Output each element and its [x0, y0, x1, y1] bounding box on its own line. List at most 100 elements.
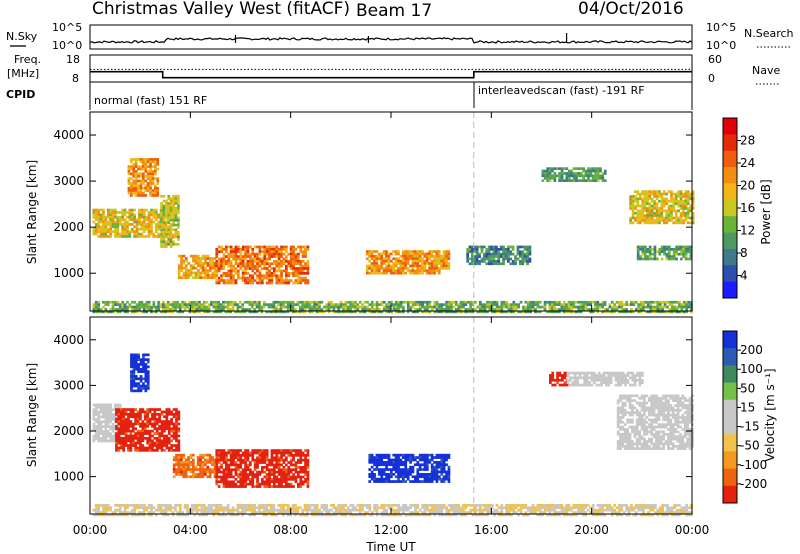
- power-cell: [255, 303, 259, 306]
- velocity-cell: [183, 504, 187, 507]
- power-cell: [636, 257, 640, 261]
- velocity-cell: [177, 417, 181, 421]
- power-cell: [238, 310, 242, 314]
- power-cell: [130, 310, 134, 314]
- power-cell: [94, 310, 98, 314]
- power-cell: [275, 276, 279, 280]
- power-cell: [197, 271, 200, 275]
- power-cell: [641, 199, 644, 203]
- velocity-cell: [280, 473, 283, 476]
- power-cell: [510, 305, 513, 309]
- velocity-cell: [287, 473, 291, 476]
- power-cell: [104, 235, 108, 238]
- power-cell: [418, 252, 422, 256]
- velocity-cell: [142, 384, 145, 388]
- power-cell: [165, 209, 168, 212]
- power-cell: [286, 310, 290, 314]
- velocity-cell: [129, 437, 133, 440]
- power-cell: [531, 300, 535, 304]
- power-cell: [249, 264, 252, 268]
- power-cell: [541, 174, 545, 178]
- velocity-cell: [146, 353, 150, 357]
- power-cell: [650, 197, 654, 201]
- power-cell: [135, 220, 139, 224]
- velocity-cell: [241, 468, 245, 472]
- velocity-cell: [109, 418, 112, 421]
- power-cell: [145, 225, 148, 229]
- power-cell: [690, 303, 693, 306]
- power-cell: [133, 300, 136, 304]
- velocity-cell: [229, 449, 233, 452]
- power-cell: [672, 207, 676, 210]
- velocity-cell: [253, 475, 257, 479]
- power-cell: [531, 303, 535, 306]
- power-cell: [280, 274, 283, 278]
- velocity-cell: [137, 353, 140, 357]
- power-cell: [567, 303, 571, 306]
- power-cell: [178, 310, 182, 314]
- power-cell: [389, 259, 393, 263]
- power-cell: [150, 230, 153, 233]
- velocity-cell: [146, 370, 150, 373]
- velocity-cell: [232, 454, 235, 457]
- power-cell: [147, 308, 151, 311]
- power-cell: [232, 248, 235, 251]
- power-cell: [406, 269, 410, 273]
- velocity-cell: [273, 473, 276, 476]
- power-cell: [220, 260, 223, 263]
- power-cell: [630, 303, 633, 306]
- power-cell: [574, 310, 578, 314]
- velocity-cell: [375, 458, 379, 462]
- velocity-cell: [304, 449, 307, 452]
- velocity-cell: [140, 504, 144, 507]
- power-cell: [514, 305, 518, 309]
- power-cell: [370, 252, 374, 256]
- power-cell: [292, 264, 295, 268]
- power-cell: [550, 305, 554, 309]
- velocity-cell: [275, 458, 279, 462]
- velocity-cell: [150, 511, 153, 514]
- velocity-cell: [220, 475, 223, 479]
- power-cell: [227, 264, 231, 268]
- power-cell: [493, 300, 496, 304]
- power-cell: [509, 252, 513, 256]
- power-colorbar-swatch: [723, 199, 737, 217]
- power-cell: [401, 267, 405, 270]
- power-cell: [486, 305, 489, 309]
- power-cell: [94, 213, 98, 217]
- power-cell: [667, 209, 671, 213]
- velocity-cell: [232, 468, 235, 472]
- velocity-cell: [142, 365, 145, 369]
- velocity-cell: [102, 508, 105, 512]
- power-cell: [526, 308, 530, 311]
- velocity-cell: [394, 458, 398, 462]
- velocity-cell: [447, 475, 451, 479]
- power-cell: [404, 264, 407, 268]
- power-cell: [177, 221, 180, 224]
- velocity-cell: [426, 458, 429, 462]
- power-cell: [152, 303, 156, 306]
- velocity-cell: [175, 453, 178, 457]
- power-cell: [249, 262, 252, 266]
- power-cell: [116, 300, 120, 304]
- power-cell: [686, 214, 690, 217]
- velocity-cell: [378, 477, 381, 481]
- velocity-cell: [141, 446, 145, 450]
- velocity-cell: [258, 482, 262, 486]
- power-cell: [109, 213, 112, 217]
- velocity-cell: [442, 458, 446, 462]
- power-colorbar-tick-label: 24: [740, 156, 755, 170]
- power-cell: [413, 264, 417, 268]
- power-cell: [270, 245, 274, 249]
- velocity-cell: [399, 475, 403, 479]
- power-cell: [177, 271, 181, 275]
- power-cell: [495, 250, 498, 254]
- velocity-cell: [409, 453, 412, 457]
- power-cell: [373, 303, 376, 306]
- power-cell: [686, 207, 690, 210]
- power-cell: [344, 300, 348, 304]
- velocity-cell: [275, 466, 279, 469]
- velocity-cell: [158, 417, 161, 421]
- power-cell: [523, 255, 527, 258]
- velocity-cell: [196, 456, 200, 459]
